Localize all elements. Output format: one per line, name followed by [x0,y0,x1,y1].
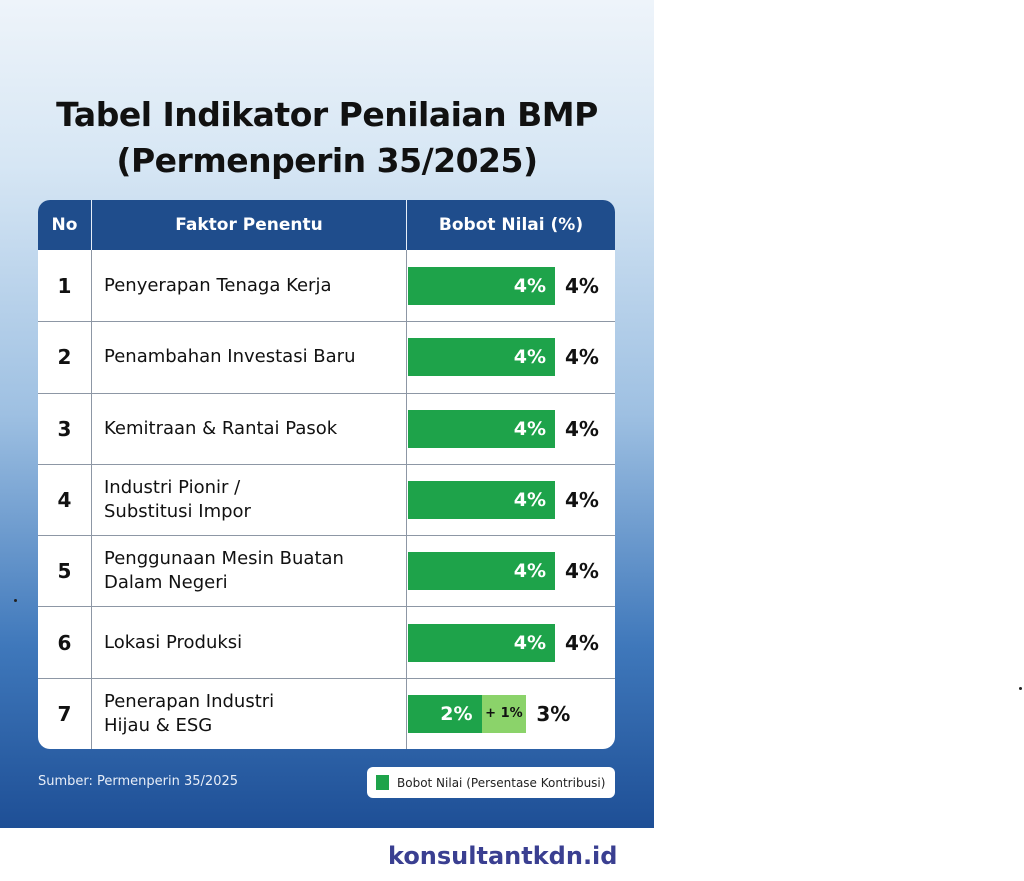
faktor-cell: Industri Pionir / Substitusi Impor [92,464,407,536]
value-bar: 2% [408,694,482,733]
bar-label: 4% [513,489,546,512]
title-line-1: Tabel Indikator Penilaian BMP [56,95,598,134]
faktor-line: Penerapan Industri [104,690,275,712]
faktor-line: Kemitraan & Rantai Pasok [104,417,338,439]
total-value: 4% [565,416,599,441]
title-line-2: (Permenperin 35/2025) [116,141,538,180]
faktor-cell: Penyerapan Tenaga Kerja [92,250,407,322]
source-note: Sumber: Permenperin 35/2025 [38,774,239,789]
faktor-cell: Penambahan Investasi Baru [92,322,407,393]
extra-label: + 1% [485,706,523,722]
row-number: 5 [38,536,92,607]
indicator-table: No Faktor Penentu Bobot Nilai (%) 1 Peny… [38,200,615,749]
table-row: 2 Penambahan Investasi Baru 4% 4% [38,321,615,393]
faktor-line: Hijau & ESG [104,714,213,736]
header-no: No [38,200,92,250]
total-value: 4% [565,345,599,370]
total-value: 4% [565,559,599,584]
bobot-cell: 4% 4% [407,394,615,464]
extra-bar: + 1% [481,694,527,733]
faktor-line: Industri Pionir / [104,477,241,499]
total-value: 3% [536,701,571,726]
bar-label: 4% [513,346,546,369]
bobot-cell: 2% + 1% 3% [407,679,615,749]
value-bar: 4% [408,266,555,305]
bobot-cell: 4% 4% [407,250,615,321]
header-faktor: Faktor Penentu [92,200,407,250]
legend-swatch [376,775,389,790]
bar-label: 2% [440,702,473,725]
faktor-line: Substitusi Impor [104,501,251,523]
table-row: 6 Lokasi Produksi 4% 4% [38,606,615,678]
bobot-cell: 4% 4% [407,607,615,677]
faktor-cell: Penerapan Industri Hijau & ESG [92,678,407,749]
faktor-cell: Lokasi Produksi [92,607,407,678]
bobot-cell: 4% 4% [407,536,615,606]
value-bar: 4% [408,552,555,591]
row-number: 6 [38,607,92,678]
faktor-line: Lokasi Produksi [104,631,243,653]
dot [14,599,17,602]
table-row: 4 Industri Pionir / Substitusi Impor 4% 4% [38,463,615,536]
table-row: 7 Penerapan Industri Hijau & ESG 2% + 1% 3% [38,677,615,749]
faktor-cell: Penggunaan Mesin Buatan Dalam Negeri [92,536,407,607]
table-row: 3 Kemitraan & Rantai Pasok 4% 4% [38,392,615,464]
bar-label: 4% [513,560,546,583]
value-bar: 4% [408,338,555,377]
page-title: Tabel Indikator Penilaian BMP (Permenper… [0,92,654,184]
faktor-line: Penambahan Investasi Baru [104,346,356,368]
infographic-panel: Tabel Indikator Penilaian BMP (Permenper… [0,0,654,828]
table-header: No Faktor Penentu Bobot Nilai (%) [38,200,615,250]
row-number: 3 [38,393,92,464]
bar-label: 4% [513,274,546,297]
faktor-line: Dalam Negeri [104,572,228,594]
row-number: 4 [38,464,92,536]
bar-label: 4% [513,631,546,654]
table-row: 1 Penyerapan Tenaga Kerja 4% 4% [38,250,615,322]
total-value: 4% [565,273,599,298]
value-bar: 4% [408,481,555,520]
site-name: konsultantkdn.id [388,842,618,870]
row-number: 2 [38,322,92,393]
dot [1019,687,1022,690]
bobot-cell: 4% 4% [407,322,615,392]
row-number: 7 [38,678,92,749]
value-bar: 4% [408,623,555,662]
total-value: 4% [565,630,599,655]
total-value: 4% [565,488,599,513]
faktor-line: Penyerapan Tenaga Kerja [104,274,332,296]
table-row: 5 Penggunaan Mesin Buatan Dalam Negeri 4%… [38,535,615,607]
bobot-cell: 4% 4% [407,465,615,535]
value-bar: 4% [408,409,555,448]
bar-label: 4% [513,417,546,440]
row-number: 1 [38,250,92,322]
faktor-cell: Kemitraan & Rantai Pasok [92,393,407,464]
header-bobot: Bobot Nilai (%) [438,215,584,235]
faktor-line: Penggunaan Mesin Buatan [104,548,344,570]
legend-label: Bobot Nilai (Persentase Kontribusi) [397,775,606,790]
legend: Bobot Nilai (Persentase Kontribusi) [367,767,615,798]
